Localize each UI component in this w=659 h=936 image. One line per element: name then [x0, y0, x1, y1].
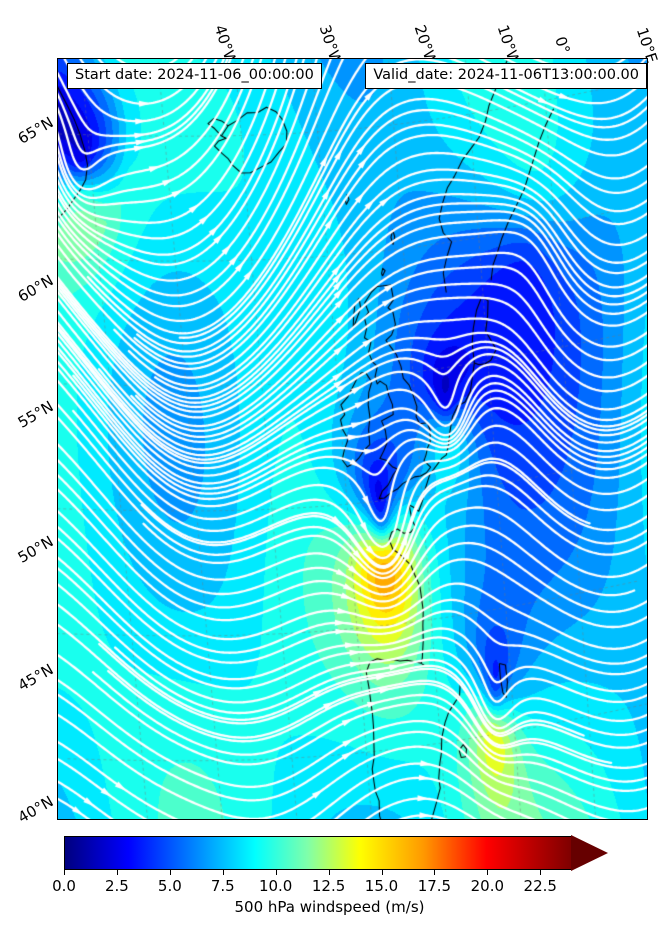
- colorbar-tick: [169, 870, 171, 875]
- colorbar-tick: [381, 870, 383, 875]
- colorbar-tick-label: 5.0: [157, 877, 182, 895]
- colorbar-extend-arrow: [571, 835, 608, 871]
- colorbar-tick: [487, 870, 489, 875]
- colorbar-tick: [222, 870, 224, 875]
- colorbar-tick-label: 0.0: [52, 877, 76, 895]
- colorbar-tick: [434, 870, 436, 875]
- colorbar-gradient: [65, 837, 571, 869]
- colorbar-tick-label: 7.5: [210, 877, 235, 895]
- colorbar-tick-label: 22.5: [523, 877, 557, 895]
- lat-tick-label: 40°N: [14, 792, 57, 827]
- colorbar-tick-label: 12.5: [311, 877, 346, 895]
- map-plot-area[interactable]: Start date: 2024-11-06_00:00:00 Valid_da…: [57, 58, 648, 820]
- colorbar-tick-label: 20.0: [470, 877, 505, 895]
- colorbar-tick-label: 17.5: [417, 877, 452, 895]
- valid-date-label: Valid_date: 2024-11-06T13:00:00.00: [365, 63, 647, 89]
- colorbar-tick: [540, 870, 542, 875]
- colorbar-tick: [64, 870, 65, 875]
- lon-tick-label: 0°: [551, 34, 574, 57]
- colorbar-tick: [275, 870, 277, 875]
- lat-tick-label: 50°N: [14, 532, 57, 567]
- colorbar-tick-label: 15.0: [364, 877, 399, 895]
- colorbar-title: 500 hPa windspeed (m/s): [234, 898, 425, 916]
- lat-tick-label: 60°N: [14, 271, 57, 306]
- colorbar-tick-label: 2.5: [104, 877, 129, 895]
- colorbar-tick: [328, 870, 330, 875]
- colorbar[interactable]: 0.0 2.5 5.0 7.5 10.0 12.5 15.0 17.5 20.0 22.5: [52, 835, 610, 895]
- windspeed-field-canvas: [58, 59, 647, 819]
- colorbar-tick-label: 10.0: [258, 877, 293, 895]
- lat-tick-label: 65°N: [14, 113, 57, 148]
- lat-tick-label: 45°N: [14, 660, 57, 695]
- colorbar-tick: [116, 870, 118, 875]
- start-date-label: Start date: 2024-11-06_00:00:00: [67, 63, 322, 89]
- lat-tick-label: 55°N: [14, 397, 57, 432]
- colorbar-body: [64, 836, 572, 870]
